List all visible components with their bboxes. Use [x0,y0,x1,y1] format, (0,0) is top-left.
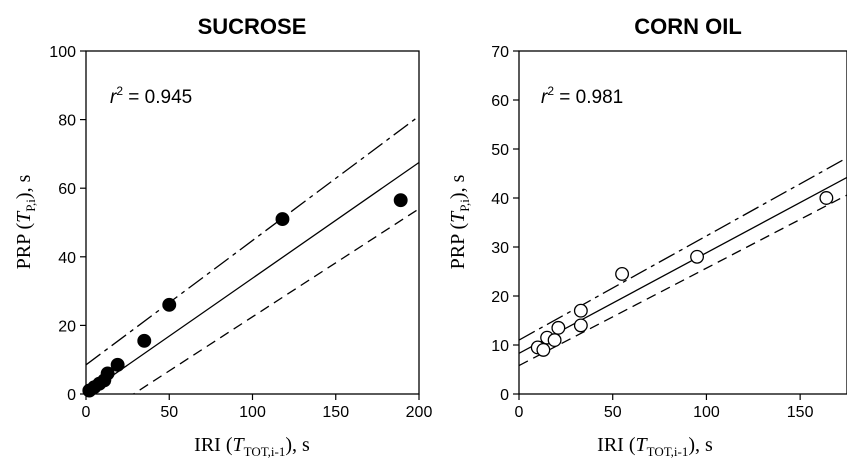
sucrose-y-tick-label: 100 [49,44,76,61]
corn-oil-y-tick-label: 50 [491,142,509,159]
corn-oil-data-point [536,342,551,357]
corn-oil-x-tick-label: 100 [693,404,720,421]
sucrose-data-point [162,297,177,312]
sucrose-data-point [110,357,125,372]
corn-oil-lines [519,157,847,367]
corn-oil-x-axis-label: IRI (TTOT,i-1), s [597,434,713,459]
sucrose-data-point [275,212,290,227]
corn-oil-ticks: 0 50 100 150 0 10 20 30 40 50 60 70 [491,44,813,421]
sucrose-lines [86,115,419,394]
corn-oil-r2-annotation: r2 = 0.981 [541,84,623,108]
corn-oil-y-tick-label: 40 [491,191,509,208]
sucrose-y-tick-label: 60 [58,181,76,198]
sucrose-ticks: 0 50 100 150 200 0 20 40 60 80 100 [49,44,432,421]
sucrose-regression-line [86,161,419,394]
corn-oil-points [530,191,834,357]
sucrose-r2-annotation: r2 = 0.945 [110,84,192,108]
corn-oil-data-point [615,267,630,281]
sucrose-title: SUCROSE [198,14,307,39]
sucrose-x-tick-label: 200 [406,404,433,421]
sucrose-lower-confidence-band [132,208,419,394]
corn-oil-y-tick-label: 0 [500,387,509,404]
corn-oil-data-point [819,191,834,205]
sucrose-x-tick-label: 0 [82,404,91,421]
corn-oil-data-point [573,303,588,318]
sucrose-y-tick-label: 80 [58,113,76,130]
corn-oil-panel: CORN OIL 0 50 100 150 0 10 20 30 40 50 60 70 r2 = 0… [447,14,847,459]
corn-oil-y-tick-label: 30 [491,240,509,257]
corn-oil-y-tick-label: 10 [491,338,509,355]
sucrose-x-tick-label: 50 [160,404,178,421]
sucrose-x-axis-label: IRI (TTOT,i-1), s [194,434,310,459]
sucrose-points [82,193,408,398]
corn-oil-data-point [690,249,705,264]
corn-oil-x-tick-label: 50 [604,404,622,421]
sucrose-y-tick-label: 40 [58,250,76,267]
corn-oil-x-tick-label: 0 [515,404,524,421]
corn-oil-y-tick-label: 60 [491,93,509,110]
corn-oil-lower-confidence-band [519,194,847,367]
sucrose-data-point [100,366,115,381]
corn-oil-upper-confidence-band [519,157,847,341]
corn-oil-data-point [551,320,566,335]
sucrose-y-tick-label: 20 [58,318,76,335]
corn-oil-data-point [547,333,562,348]
sucrose-upper-confidence-band [86,115,419,366]
sucrose-y-tick-label: 0 [67,387,76,404]
corn-oil-plot-frame [518,50,847,395]
corn-oil-title: CORN OIL [634,14,742,39]
sucrose-data-point [393,193,408,208]
sucrose-x-tick-label: 100 [239,404,266,421]
corn-oil-x-tick-label: 150 [787,404,814,421]
sucrose-y-axis-label: PRP (TP,i), s [13,174,38,269]
corn-oil-regression-line [519,176,847,354]
sucrose-panel: SUCROSE 0 50 100 150 200 0 20 40 60 80 100 r2 = 0.… [13,14,432,459]
corn-oil-data-point [573,318,588,333]
corn-oil-y-tick-label: 70 [491,44,509,61]
sucrose-x-tick-label: 150 [322,404,349,421]
corn-oil-y-axis-label: PRP (TP,i), s [447,174,472,269]
corn-oil-y-tick-label: 20 [491,289,509,306]
sucrose-data-point [137,333,152,348]
